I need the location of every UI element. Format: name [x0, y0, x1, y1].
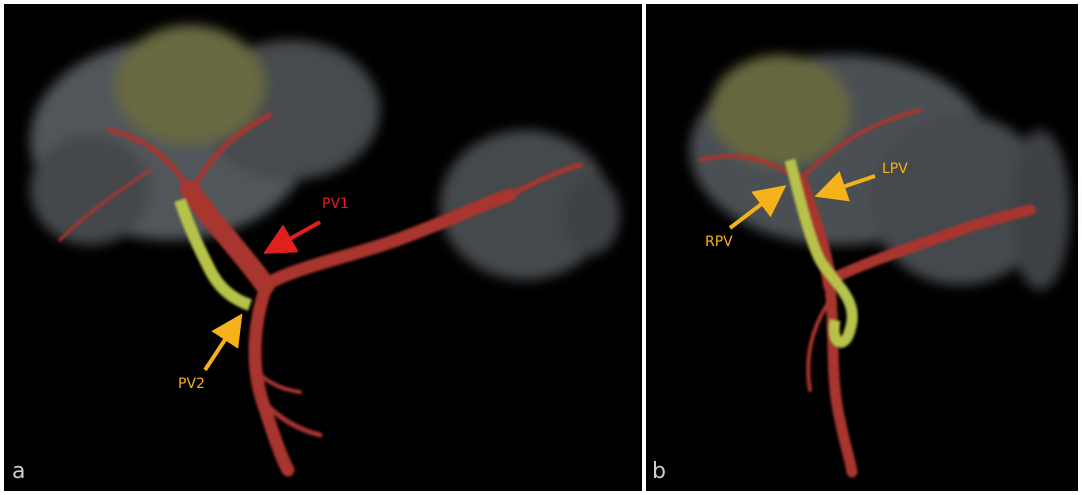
panel-label: a [12, 459, 25, 484]
panel-b: RPV LPV b [646, 4, 1078, 491]
panel-a: PV1 PV2 a [4, 4, 642, 491]
annotation: RPV [705, 234, 733, 250]
panel-label: b [652, 459, 666, 484]
figure: PV1 PV2 a RPV LPV b [0, 0, 1082, 495]
annotation: PV2 [178, 376, 205, 392]
annotation: PV1 [322, 196, 349, 212]
annotation: LPV [882, 161, 908, 177]
